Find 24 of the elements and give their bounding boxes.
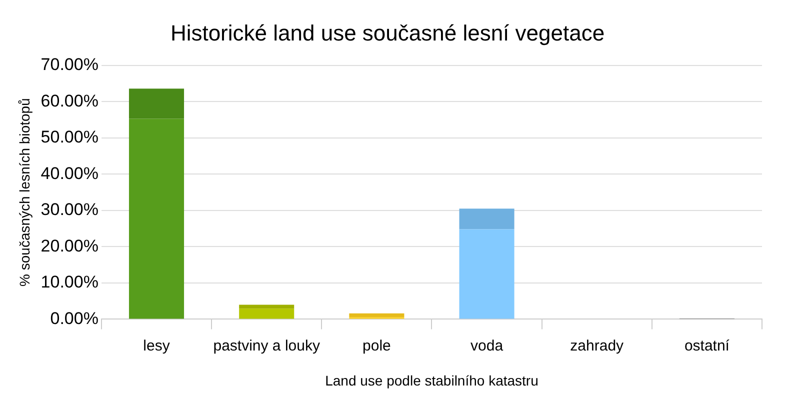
y-tick-label: 60.00% [40,91,98,110]
x-tick-label: pastviny a louky [213,337,320,354]
x-tick-label: lesy [143,337,170,354]
y-tick-label: 40.00% [40,164,98,183]
x-tick-label: ostatní [684,337,730,354]
chart-title: Historické land use současné lesní vegetace [170,20,605,46]
bar [128,88,184,119]
y-tick-label: 70.00% [40,55,98,74]
y-tick-label: 10.00% [40,272,98,292]
bar [459,208,514,230]
x-tick-label: voda [470,337,504,354]
y-tick-label: 0.00% [50,308,98,328]
y-tick-label: 30.00% [40,200,98,220]
y-tick-label: 50.00% [40,128,98,147]
bar [459,229,514,319]
x-axis-title: Land use podle stabilního katastru [325,372,538,388]
bar [239,304,294,309]
bar [239,308,294,319]
y-tick-label: 20.00% [40,236,98,256]
x-tick-label: pole [362,337,391,354]
y-axis-title: % současných lesních biotopů [16,98,32,286]
x-tick-label: zahrady [570,337,624,354]
bar [349,313,404,318]
bar [128,118,184,319]
